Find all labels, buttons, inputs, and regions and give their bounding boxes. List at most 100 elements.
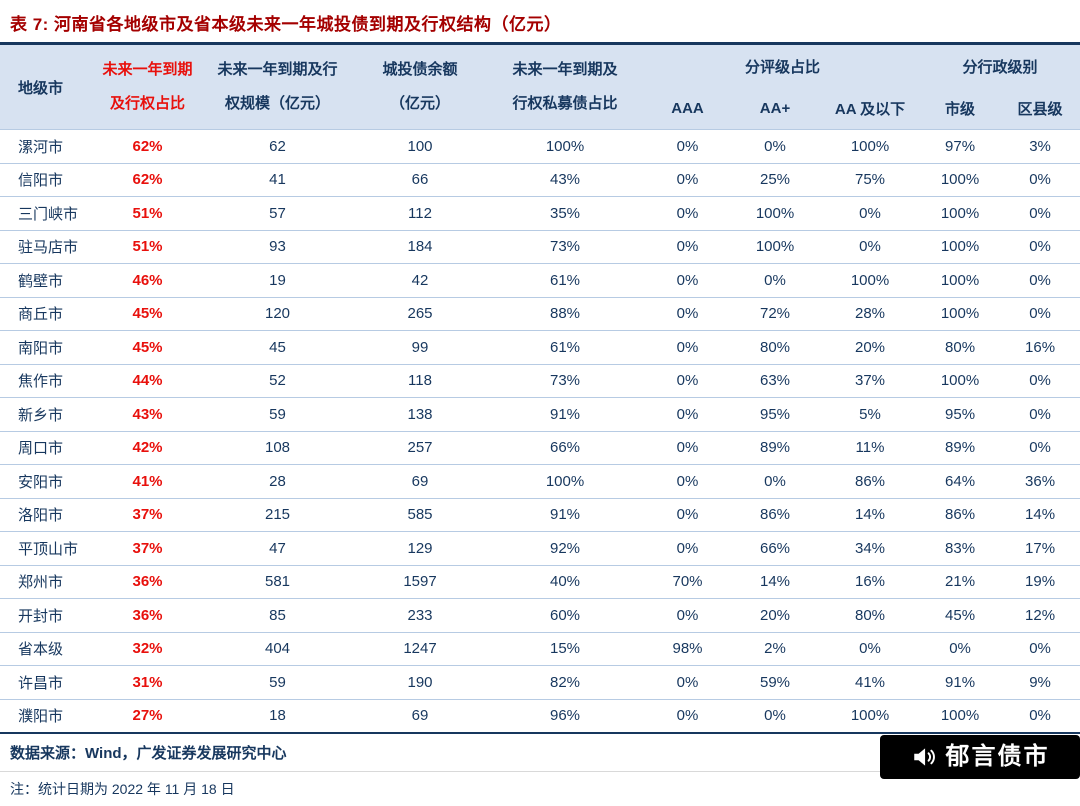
cell-aa-plus: 2%: [730, 632, 820, 666]
cell-aaa: 0%: [645, 699, 730, 734]
cell-aa-below: 41%: [820, 665, 921, 700]
cell-aa-below: 20%: [820, 330, 921, 365]
cell-private-pct: 88%: [485, 297, 645, 331]
cell-due-scale: 57: [200, 196, 355, 231]
cell-balance: 585: [355, 498, 485, 532]
cell-balance: 233: [355, 598, 485, 633]
cell-city-level: 86%: [920, 498, 1001, 532]
header-admin-group: 分行政级别: [920, 43, 1080, 88]
header-private-pct: 未来一年到期及 行权私募债占比: [485, 43, 645, 130]
table-row: 许昌市 31% 59 190 82% 0% 59% 41% 91% 9%: [0, 665, 1080, 700]
cell-city: 鹤壁市: [0, 263, 95, 298]
cell-county-level: 12%: [1000, 598, 1080, 633]
cell-private-pct: 96%: [485, 699, 645, 734]
cell-aa-plus: 72%: [730, 297, 820, 331]
table-row: 南阳市 45% 45 99 61% 0% 80% 20% 80% 16%: [0, 330, 1080, 365]
table-row: 周口市 42% 108 257 66% 0% 89% 11% 89% 0%: [0, 431, 1080, 465]
table-row: 驻马店市 51% 93 184 73% 0% 100% 0% 100% 0%: [0, 230, 1080, 264]
table-row: 信阳市 62% 41 66 43% 0% 25% 75% 100% 0%: [0, 163, 1080, 197]
cell-private-pct: 40%: [485, 565, 645, 599]
cell-private-pct: 43%: [485, 163, 645, 197]
cell-aaa: 0%: [645, 163, 730, 197]
cell-balance: 112: [355, 196, 485, 231]
cell-aaa: 0%: [645, 431, 730, 465]
cell-balance: 190: [355, 665, 485, 700]
table-row: 商丘市 45% 120 265 88% 0% 72% 28% 100% 0%: [0, 297, 1080, 331]
cell-city: 三门峡市: [0, 196, 95, 231]
cell-aa-plus: 86%: [730, 498, 820, 532]
cell-city: 洛阳市: [0, 498, 95, 532]
cell-county-level: 0%: [1000, 297, 1080, 331]
cell-due-pct: 51%: [95, 230, 200, 264]
cell-due-scale: 45: [200, 330, 355, 365]
cell-aa-plus: 20%: [730, 598, 820, 633]
cell-aa-below: 100%: [820, 699, 921, 734]
cell-aaa: 98%: [645, 632, 730, 666]
cell-city: 郑州市: [0, 565, 95, 599]
cell-due-pct: 62%: [95, 129, 200, 164]
cell-city-level: 100%: [920, 699, 1001, 734]
cell-due-scale: 404: [200, 632, 355, 666]
cell-aa-plus: 0%: [730, 263, 820, 298]
header-due-scale-line1: 未来一年到期及行: [217, 61, 338, 78]
cell-due-scale: 28: [200, 464, 355, 499]
cell-city-level: 100%: [920, 230, 1001, 264]
cell-aa-below: 75%: [820, 163, 921, 197]
cell-aa-plus: 59%: [730, 665, 820, 700]
statistics-date-note: 注：统计日期为 2022 年 11 月 18 日: [10, 780, 235, 797]
cell-aa-below: 86%: [820, 464, 921, 499]
cell-due-scale: 93: [200, 230, 355, 264]
cell-aa-plus: 14%: [730, 565, 820, 599]
cell-private-pct: 100%: [485, 464, 645, 499]
cell-county-level: 19%: [1000, 565, 1080, 599]
cell-due-scale: 47: [200, 531, 355, 566]
header-due-pct-line1: 未来一年到期: [102, 61, 193, 78]
cell-due-pct: 37%: [95, 531, 200, 566]
table-row: 平顶山市 37% 47 129 92% 0% 66% 34% 83% 17%: [0, 531, 1080, 566]
cell-private-pct: 60%: [485, 598, 645, 633]
cell-due-pct: 27%: [95, 699, 200, 734]
cell-aa-below: 0%: [820, 632, 921, 666]
header-rating-group: 分评级占比: [645, 43, 921, 88]
cell-city-level: 89%: [920, 431, 1001, 465]
table-row: 鹤壁市 46% 19 42 61% 0% 0% 100% 100% 0%: [0, 263, 1080, 298]
cell-city: 南阳市: [0, 330, 95, 365]
cell-county-level: 16%: [1000, 330, 1080, 365]
header-row-subcolumns: AAA AA+ AA 及以下 市级 区县级: [0, 87, 1080, 130]
cell-aa-plus: 100%: [730, 230, 820, 264]
cell-private-pct: 61%: [485, 330, 645, 365]
cell-city: 濮阳市: [0, 699, 95, 734]
header-private-pct-line1: 未来一年到期及: [512, 61, 618, 78]
table-row: 郑州市 36% 581 1597 40% 70% 14% 16% 21% 19%: [0, 565, 1080, 599]
cell-aa-below: 0%: [820, 196, 921, 231]
cell-aaa: 70%: [645, 565, 730, 599]
cell-aaa: 0%: [645, 397, 730, 432]
cell-due-scale: 41: [200, 163, 355, 197]
cell-county-level: 36%: [1000, 464, 1080, 499]
header-aa-plus: AA+: [730, 87, 820, 130]
footer-divider: [0, 770, 1080, 772]
yuyan-bond-market-logo: 郁言债市: [880, 735, 1080, 779]
cell-private-pct: 92%: [485, 531, 645, 566]
cell-balance: 1247: [355, 632, 485, 666]
cell-city: 商丘市: [0, 297, 95, 331]
cell-due-scale: 59: [200, 397, 355, 432]
cell-balance: 42: [355, 263, 485, 298]
cell-private-pct: 35%: [485, 196, 645, 231]
cell-aaa: 0%: [645, 129, 730, 164]
cell-balance: 257: [355, 431, 485, 465]
cell-aa-plus: 25%: [730, 163, 820, 197]
cell-due-scale: 19: [200, 263, 355, 298]
cell-aa-below: 16%: [820, 565, 921, 599]
cell-due-scale: 18: [200, 699, 355, 734]
cell-due-pct: 45%: [95, 297, 200, 331]
header-due-scale: 未来一年到期及行 权规模（亿元）: [200, 43, 355, 130]
logo-text: 郁言债市: [945, 743, 1050, 770]
header-balance: 城投债余额 （亿元）: [355, 43, 485, 130]
cell-aaa: 0%: [645, 498, 730, 532]
table-row: 焦作市 44% 52 118 73% 0% 63% 37% 100% 0%: [0, 364, 1080, 398]
cell-aaa: 0%: [645, 598, 730, 633]
cell-balance: 69: [355, 464, 485, 499]
cell-due-scale: 52: [200, 364, 355, 398]
cell-aa-below: 80%: [820, 598, 921, 633]
